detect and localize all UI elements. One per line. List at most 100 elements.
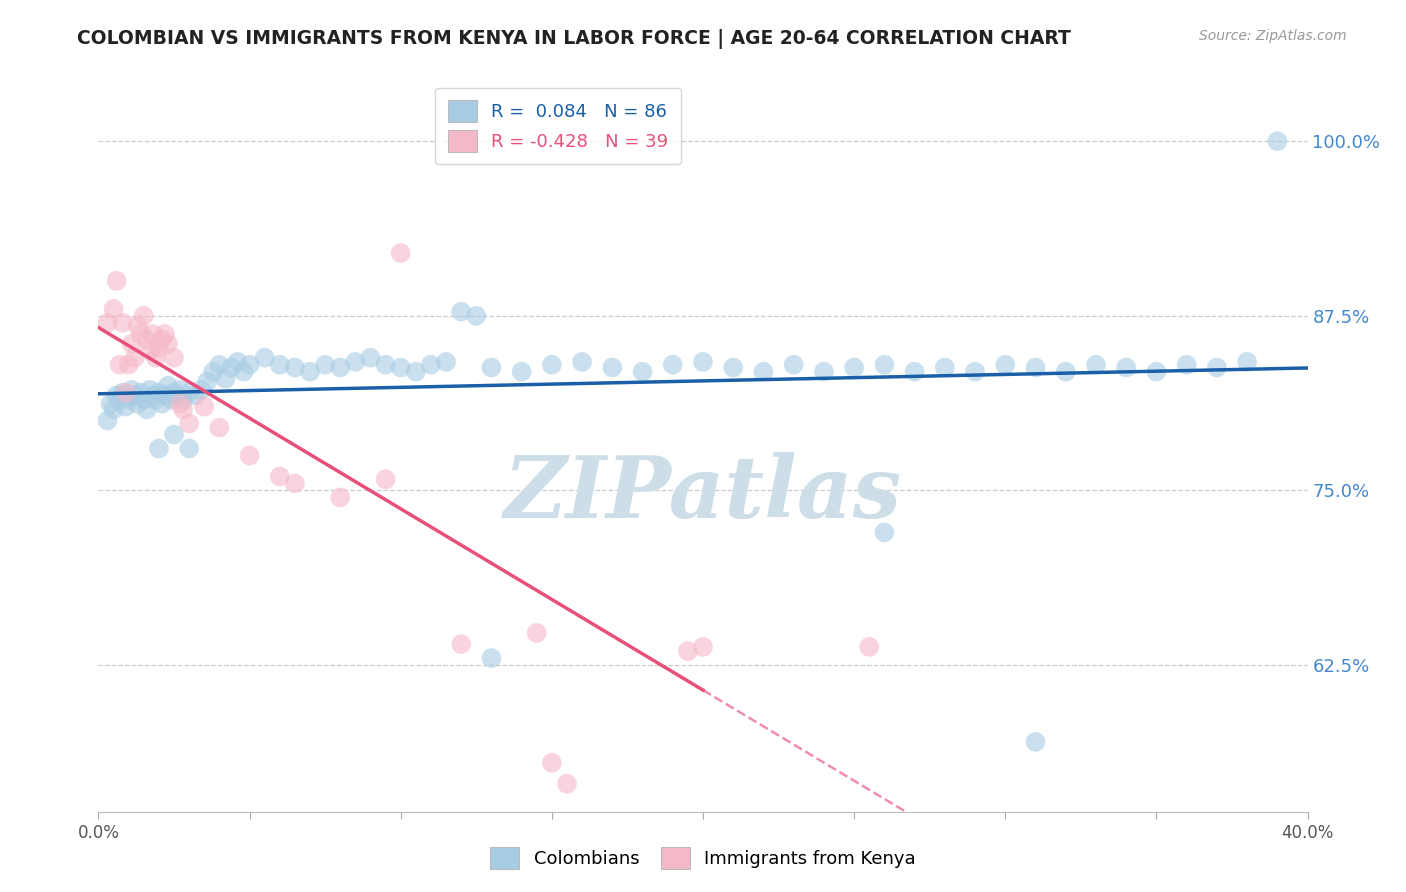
Point bbox=[465, 309, 488, 323]
Point bbox=[127, 397, 149, 411]
Point bbox=[121, 336, 143, 351]
Point bbox=[450, 304, 472, 318]
Point bbox=[299, 365, 322, 379]
Point bbox=[129, 326, 152, 341]
Point bbox=[150, 333, 173, 347]
Point bbox=[124, 351, 146, 365]
Point bbox=[994, 358, 1017, 372]
Point bbox=[360, 351, 382, 365]
Point bbox=[135, 402, 157, 417]
Point bbox=[208, 420, 231, 434]
Point bbox=[239, 358, 262, 372]
Point bbox=[166, 388, 188, 402]
Point bbox=[405, 365, 427, 379]
Point bbox=[148, 341, 170, 355]
Point bbox=[150, 397, 173, 411]
Point bbox=[934, 360, 956, 375]
Point bbox=[105, 388, 128, 402]
Point bbox=[169, 383, 191, 397]
Point bbox=[214, 372, 236, 386]
Point bbox=[103, 402, 125, 417]
Point bbox=[208, 358, 231, 372]
Point bbox=[420, 358, 443, 372]
Point bbox=[481, 651, 503, 665]
Point bbox=[555, 777, 578, 791]
Point bbox=[1054, 365, 1077, 379]
Text: COLOMBIAN VS IMMIGRANTS FROM KENYA IN LABOR FORCE | AGE 20-64 CORRELATION CHART: COLOMBIAN VS IMMIGRANTS FROM KENYA IN LA… bbox=[77, 29, 1071, 48]
Point bbox=[163, 351, 186, 365]
Point bbox=[111, 385, 134, 400]
Point bbox=[163, 427, 186, 442]
Text: Source: ZipAtlas.com: Source: ZipAtlas.com bbox=[1199, 29, 1347, 43]
Point bbox=[374, 358, 396, 372]
Point bbox=[1236, 355, 1258, 369]
Point bbox=[160, 392, 183, 407]
Point bbox=[226, 355, 249, 369]
Point bbox=[96, 414, 118, 428]
Point bbox=[631, 365, 654, 379]
Point bbox=[239, 449, 262, 463]
Point bbox=[526, 626, 548, 640]
Point bbox=[132, 392, 155, 407]
Point bbox=[124, 388, 146, 402]
Point bbox=[344, 355, 367, 369]
Text: ZIPatlas: ZIPatlas bbox=[503, 451, 903, 535]
Point bbox=[135, 333, 157, 347]
Point bbox=[153, 326, 176, 341]
Point bbox=[602, 360, 624, 375]
Legend: Colombians, Immigrants from Kenya: Colombians, Immigrants from Kenya bbox=[481, 838, 925, 879]
Point bbox=[139, 383, 162, 397]
Point bbox=[329, 491, 352, 505]
Point bbox=[253, 351, 276, 365]
Point bbox=[156, 336, 179, 351]
Point bbox=[1115, 360, 1137, 375]
Point bbox=[127, 318, 149, 333]
Point bbox=[661, 358, 683, 372]
Point bbox=[114, 385, 136, 400]
Point bbox=[100, 397, 122, 411]
Point bbox=[873, 358, 896, 372]
Point bbox=[169, 397, 191, 411]
Point bbox=[202, 365, 225, 379]
Point bbox=[858, 640, 880, 654]
Point bbox=[193, 400, 215, 414]
Point bbox=[108, 358, 131, 372]
Point bbox=[904, 365, 927, 379]
Point bbox=[156, 378, 179, 392]
Point bbox=[190, 383, 212, 397]
Point bbox=[142, 388, 165, 402]
Point bbox=[195, 375, 218, 389]
Point bbox=[103, 301, 125, 316]
Point bbox=[232, 365, 254, 379]
Point bbox=[145, 392, 167, 407]
Point bbox=[111, 316, 134, 330]
Point bbox=[108, 392, 131, 407]
Point bbox=[450, 637, 472, 651]
Point bbox=[118, 358, 141, 372]
Point bbox=[510, 365, 533, 379]
Point bbox=[329, 360, 352, 375]
Point bbox=[184, 388, 207, 402]
Point bbox=[153, 388, 176, 402]
Point bbox=[132, 309, 155, 323]
Point bbox=[1024, 360, 1046, 375]
Point bbox=[114, 400, 136, 414]
Point bbox=[129, 385, 152, 400]
Point bbox=[284, 476, 307, 491]
Point bbox=[179, 417, 201, 431]
Point bbox=[434, 355, 457, 369]
Point bbox=[314, 358, 336, 372]
Point bbox=[269, 469, 291, 483]
Point bbox=[389, 360, 412, 375]
Point bbox=[540, 756, 562, 770]
Point bbox=[96, 316, 118, 330]
Point bbox=[148, 442, 170, 456]
Point bbox=[844, 360, 866, 375]
Point bbox=[1144, 365, 1167, 379]
Point bbox=[389, 246, 412, 260]
Point bbox=[481, 360, 503, 375]
Point bbox=[752, 365, 775, 379]
Point bbox=[179, 385, 201, 400]
Point bbox=[1267, 134, 1289, 148]
Point bbox=[1085, 358, 1108, 372]
